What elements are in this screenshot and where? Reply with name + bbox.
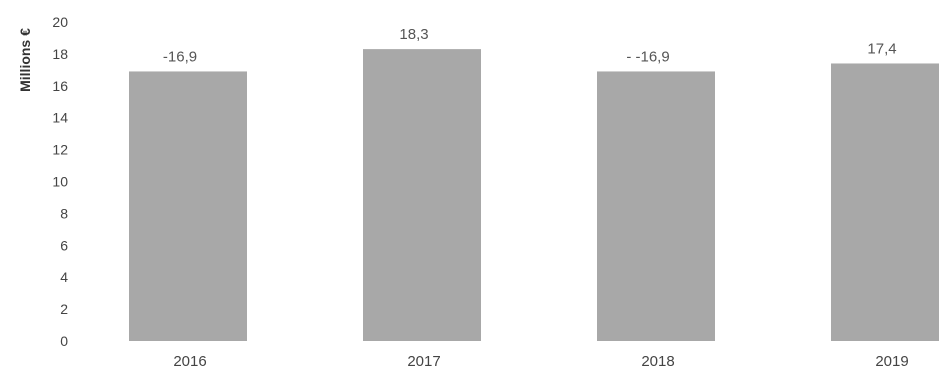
x-tick-label-2018: 2018 [641, 353, 674, 370]
y-tick-label: 2 [60, 301, 68, 317]
y-tick-label: 8 [60, 205, 68, 221]
data-labels: -16,9 18,3 - -16,9 17,4 [163, 26, 897, 65]
x-tick-label-2017: 2017 [407, 353, 440, 370]
y-tick-label: 12 [52, 142, 68, 158]
x-axis-ticks: 2016 2017 2018 2019 [173, 353, 908, 370]
bar-2018 [597, 71, 715, 341]
y-tick-label: 10 [52, 174, 68, 190]
y-tick-label: 18 [52, 46, 68, 62]
x-tick-label-2019: 2019 [875, 353, 908, 370]
y-tick-label: 6 [60, 237, 68, 253]
bar-2019 [831, 63, 939, 341]
data-label-2019: 17,4 [867, 40, 896, 57]
data-label-2017: 18,3 [399, 26, 428, 43]
y-tick-label: 14 [52, 110, 68, 126]
bar-2016 [129, 71, 247, 341]
y-tick-label: 20 [52, 14, 68, 30]
bar-2017 [363, 49, 481, 342]
data-label-2016: -16,9 [163, 48, 197, 65]
y-tick-label: 4 [60, 269, 68, 285]
y-tick-label: 0 [60, 333, 68, 349]
y-axis-title: Millions € [17, 28, 33, 92]
y-axis-ticks: 0 2 4 6 8 10 12 14 16 18 20 [52, 14, 68, 349]
y-tick-label: 16 [52, 78, 68, 94]
x-tick-label-2016: 2016 [173, 353, 206, 370]
bars [129, 49, 939, 342]
data-label-2018: - -16,9 [626, 48, 669, 65]
